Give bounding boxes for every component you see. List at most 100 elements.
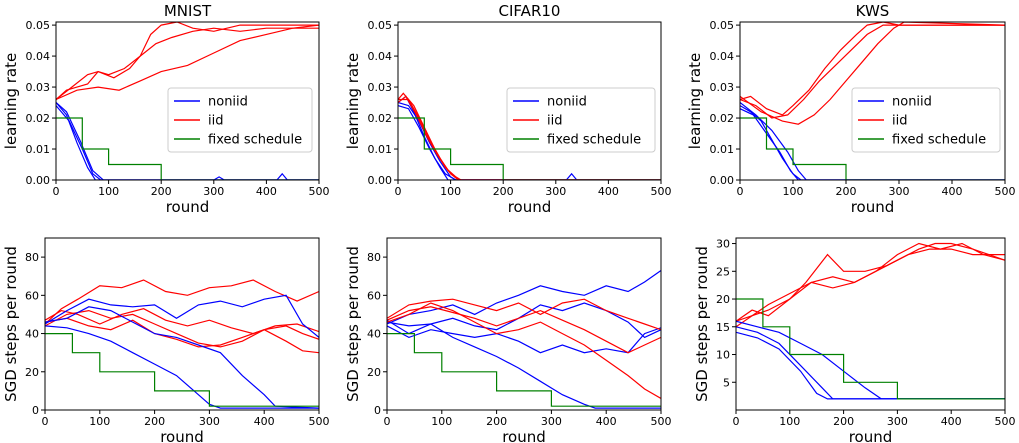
y-tick-label: 80: [367, 251, 381, 264]
y-tick-label: 80: [25, 251, 39, 264]
y-axis-label: SGD steps per round: [344, 246, 362, 402]
x-tick-label: 300: [541, 415, 562, 428]
x-tick-label: 100: [89, 415, 110, 428]
series-line-iid-4: [387, 298, 661, 331]
legend: noniid iid fixed schedule: [506, 87, 656, 153]
plot-frame: [386, 237, 662, 411]
x-tick-label: 500: [309, 415, 330, 428]
y-axis-label: SGD steps per round: [2, 246, 20, 402]
y-axis-label: learning rate: [686, 53, 704, 149]
series-line-fixed-schedule-6: [398, 117, 661, 180]
chart-panel-3: 0 100 200 300 400 500 0 20 40 60 80 round SGD steps …: [2, 237, 330, 443]
x-tick-label: 300: [887, 415, 908, 428]
series-line-noniid-5: [45, 306, 319, 409]
series-line-noniid-4: [45, 294, 319, 338]
series-line-iid-2: [56, 24, 319, 101]
y-tick-label: 25: [716, 265, 730, 278]
chart-panel-0: 0 100 200 300 400 500 0.00 0.01 0.02 0.03 0.04 0.05…: [2, 2, 330, 216]
x-tick-label: 300: [545, 185, 566, 198]
y-tick-label: 20: [716, 293, 730, 306]
legend-box: [851, 87, 1001, 153]
legend: noniid iid fixed schedule: [851, 87, 1001, 153]
series-line-noniid-1: [387, 302, 661, 339]
y-tick-label: 0.03: [368, 81, 393, 94]
series-line-iid-0: [56, 27, 319, 100]
chart-panel-4: 0 100 200 300 400 500 0 20 40 60 80 round SGD steps …: [344, 237, 672, 443]
series-line-fixed-schedule-6: [740, 117, 1005, 180]
chart-title: CIFAR10: [499, 2, 561, 20]
series-line-noniid-5: [56, 102, 319, 180]
series-line-noniid-3: [736, 326, 1005, 400]
y-tick-label: 20: [367, 366, 381, 379]
y-tick-label: 0.04: [710, 50, 735, 63]
series-line-noniid-2: [398, 101, 661, 180]
series-line-noniid-4: [736, 331, 1005, 400]
plot-frame: [397, 21, 662, 181]
x-tick-label: 400: [942, 185, 963, 198]
y-tick-label: 0.03: [710, 81, 735, 94]
x-axis-label: round: [166, 198, 210, 216]
y-tick-label: 0.05: [368, 19, 393, 32]
x-tick-label: 0: [384, 415, 391, 428]
x-tick-label: 500: [309, 185, 330, 198]
y-tick-label: 0.02: [710, 112, 735, 125]
y-tick-label: 10: [716, 349, 730, 362]
legend: noniid iid fixed schedule: [167, 87, 313, 153]
series-line-iid-1: [56, 22, 319, 100]
plot-frame: [44, 237, 320, 411]
y-tick-label: 40: [367, 328, 381, 341]
legend-label: noniid: [547, 95, 587, 110]
series-line-noniid-3: [387, 321, 661, 409]
x-tick-label: 0: [53, 185, 60, 198]
chart-panel-1: 0 100 200 300 400 500 0.00 0.01 0.02 0.03 0.04 0.05…: [344, 2, 672, 216]
x-tick-label: 200: [486, 415, 507, 428]
x-tick-label: 400: [254, 415, 275, 428]
x-tick-label: 100: [779, 415, 800, 428]
x-tick-label: 400: [598, 185, 619, 198]
series-line-iid-0: [736, 248, 1005, 322]
y-tick-label: 40: [25, 328, 39, 341]
y-tick-label: 60: [25, 289, 39, 302]
y-tick-label: 0.05: [26, 19, 51, 32]
x-tick-label: 0: [737, 185, 744, 198]
x-tick-label: 500: [995, 185, 1016, 198]
x-tick-label: 400: [256, 185, 277, 198]
y-tick-label: 0.03: [26, 81, 51, 94]
y-tick-label: 20: [25, 366, 39, 379]
x-tick-label: 200: [833, 415, 854, 428]
legend-label: iid: [547, 114, 562, 129]
series-line-iid-6: [387, 302, 661, 400]
series-line-iid-2: [740, 22, 1005, 125]
series-line-noniid-4: [740, 108, 1005, 180]
y-axis-label: SGD steps per round: [693, 246, 711, 402]
x-tick-label: 100: [98, 185, 119, 198]
series-line-noniid-5: [740, 102, 1005, 180]
legend-box: [506, 87, 656, 153]
chart-title: MNIST: [164, 2, 212, 20]
y-tick-label: 0.00: [26, 174, 51, 187]
series-line-iid-2: [45, 317, 319, 354]
x-tick-label: 500: [651, 185, 672, 198]
series-line-noniid-2: [387, 325, 661, 354]
series-line-iid-5: [387, 306, 661, 354]
x-tick-label: 0: [733, 415, 740, 428]
x-tick-label: 200: [151, 185, 172, 198]
x-axis-label: round: [502, 428, 546, 443]
legend-label: fixed schedule: [547, 133, 641, 148]
x-tick-label: 300: [199, 415, 220, 428]
x-tick-label: 0: [42, 415, 49, 428]
series-line-fixed-schedule-7: [45, 333, 319, 407]
y-tick-label: 0.01: [368, 143, 393, 156]
x-axis-label: round: [851, 198, 895, 216]
y-tick-label: 0.00: [368, 174, 393, 187]
x-tick-label: 300: [889, 185, 910, 198]
x-tick-label: 100: [440, 185, 461, 198]
chart-title: KWS: [856, 2, 890, 20]
chart-panel-2: 0 100 200 300 400 500 0.00 0.01 0.02 0.03 0.04 0.05…: [686, 2, 1016, 216]
y-tick-label: 0.04: [26, 50, 51, 63]
x-tick-label: 500: [651, 415, 672, 428]
x-axis-label: round: [508, 198, 552, 216]
legend-box: [167, 87, 313, 153]
x-tick-label: 400: [596, 415, 617, 428]
